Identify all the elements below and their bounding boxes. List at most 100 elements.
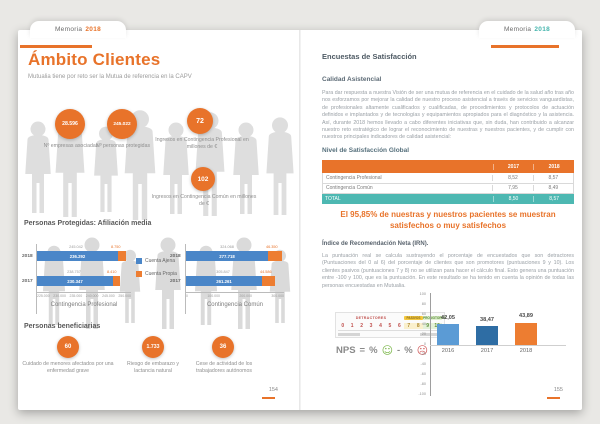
equals-sign: = [359, 345, 366, 356]
nps-label: NPS [336, 345, 356, 356]
legend-item-ajena: Cuenta Ajena [136, 258, 177, 264]
row-label: Contingencia Profesional [326, 174, 382, 181]
x-tick: 230.000 [53, 294, 66, 298]
bar-value-label: 42,05 [441, 315, 455, 321]
stacked-bar-2018: 277.718 [186, 251, 282, 261]
chart-contingencia-comun: 324.068 46.350 277.718 305.847 44.586 26… [185, 244, 284, 314]
pasivos-label: PASIVOS [404, 316, 423, 320]
bar-propia-label: 8.410 [107, 270, 117, 274]
x-tick: 300.000 [271, 294, 284, 298]
x-tick: 250.000 [118, 294, 131, 298]
row-value: 8,50 [492, 195, 534, 202]
legend-label: Cuenta Ajena [145, 258, 176, 264]
x-axis-ticks: 0 100.000 200.000 300.000 [186, 294, 284, 298]
bar-cuenta-ajena: 277.718 [186, 251, 268, 261]
bar-ajena-label: 261.261 [216, 278, 232, 284]
section-beneficiarias-title: Personas beneficiarias [24, 323, 101, 330]
x-tick: 245.000 [102, 294, 115, 298]
row-value: 8,57 [533, 195, 574, 202]
table-total-row: TOTAL 8,50 8,57 [322, 194, 574, 204]
bar-propia-label: 8.750 [111, 245, 121, 249]
section-afiliacion-title: Personas Protegidas: Afiliación media [24, 220, 152, 227]
percent-sign: % [404, 345, 413, 356]
bar-total-label: 238.757 [67, 270, 81, 274]
table-col-2017: 2017 [492, 163, 534, 170]
stat-value: 1.733 [146, 344, 160, 350]
x-tick: 225.000 [37, 294, 50, 298]
y-tick: 0 [423, 342, 426, 346]
table-col-2018: 2018 [533, 163, 574, 170]
bar-year-label: 2018 [519, 348, 533, 354]
nps-scale-labels: DETRACTORES PASIVOS PROMOTORES [338, 315, 446, 321]
stat-empresas-circle: 28.596 [55, 109, 85, 139]
beneficiaria-autonomos-circle: 36 [212, 336, 234, 358]
x-tick: 0 [186, 294, 188, 298]
nps-formula: NPS = % ☺ - % ☹ [336, 344, 428, 357]
scale-number: 0 [341, 322, 345, 329]
x-tick: 235.000 [69, 294, 83, 298]
detractores-label: DETRACTORES [355, 316, 387, 320]
scale-number: 8 [413, 322, 423, 329]
chart-contingencia-profesional: 245.042 8.750 236.292 238.757 8.410 230.… [36, 244, 131, 314]
beneficiaria-embarazo-label: Riesgo de embarazo y lactancia natural [127, 361, 179, 374]
page-title: Ámbito Clientes [28, 50, 161, 69]
smiley-face-icon: ☺ [381, 344, 394, 357]
tab-memoria-right[interactable]: Memoria 2018 [479, 21, 575, 38]
bar-cuenta-ajena: 230.347 [37, 276, 113, 286]
bar-total-label: 324.068 [220, 245, 234, 249]
year-label: 2018 [170, 254, 181, 259]
frowny-face-icon: ☹ [416, 344, 429, 357]
y-tick: -60 [420, 372, 427, 376]
stacked-bar-2017: 261.261 [186, 276, 275, 286]
stat-ingresos-cp-circle: 72 [187, 108, 213, 134]
tab-label: Memoria [503, 26, 532, 33]
page-fold [299, 30, 301, 410]
bar-ajena-label: 230.347 [67, 278, 83, 284]
y-tick: -40 [420, 362, 427, 366]
stat-empresas-label: Nº empresas asociadas [43, 143, 99, 149]
nps-bar-chart: 100 80 60 40 20 0 -20 -40 -60 -80 -100 4… [402, 292, 574, 407]
stat-value: 72 [196, 117, 204, 125]
scale-number: 2 [360, 322, 363, 329]
scale-number: 7 [404, 322, 414, 329]
y-tick: 80 [421, 302, 426, 306]
stat-personas-label: Nº personas protegidas [95, 143, 151, 149]
bar-2016 [437, 324, 459, 345]
bar-cuenta-propia [118, 251, 126, 261]
bar-total-label: 305.847 [216, 270, 230, 274]
scale-number: 3 [369, 322, 373, 329]
x-axis [186, 292, 284, 293]
y-axis [430, 293, 431, 396]
y-tick: -20 [420, 352, 427, 356]
bar-year-label: 2017 [480, 348, 494, 354]
table-row: Contingencia Profesional 8,52 8,57 [322, 173, 574, 184]
chart-title: Contingencia Común [206, 302, 264, 308]
scale-caption-right [420, 333, 442, 336]
row-value: 8,52 [492, 174, 532, 181]
page-number-left: 154 [268, 387, 278, 393]
year-label: 2018 [22, 254, 33, 259]
row-value: 7,95 [492, 185, 532, 192]
x-tick: 240.000 [85, 294, 99, 298]
stat-ingresos-cp-label: Ingresos en Contingencia Profesional en … [155, 137, 249, 150]
bar-propia-label: 46.350 [266, 245, 278, 249]
stat-ingresos-cc-label: Ingresos en Contingencia Común en millon… [151, 194, 257, 207]
bar-2018 [515, 323, 537, 345]
legend-swatch-blue [136, 258, 142, 264]
irn-title: Índice de Recomendación Neta (IRN). [322, 241, 429, 247]
bar-ajena-label: 277.718 [219, 253, 235, 259]
row-value: 8,57 [532, 174, 573, 181]
tab-accent-right [491, 45, 559, 48]
satisfaccion-highlight: El 95,85% de nuestras y nuestros pacient… [340, 210, 556, 230]
chart-title: Contingencia Profesional [50, 302, 118, 308]
nps-scale: DETRACTORES PASIVOS PROMOTORES 0 1 2 3 4… [335, 312, 446, 338]
page-number-accent [262, 397, 275, 399]
irn-paragraph: La puntuación real se calcula sustrayend… [322, 253, 574, 289]
scale-caption-left [338, 333, 360, 336]
bar-cuenta-propia [268, 251, 282, 261]
y-tick: 20 [421, 332, 426, 336]
promotores-label: PROMOTORES [423, 316, 446, 320]
tab-memoria-left[interactable]: Memoria 2018 [30, 21, 126, 38]
x-tick: 100.000 [207, 294, 220, 298]
